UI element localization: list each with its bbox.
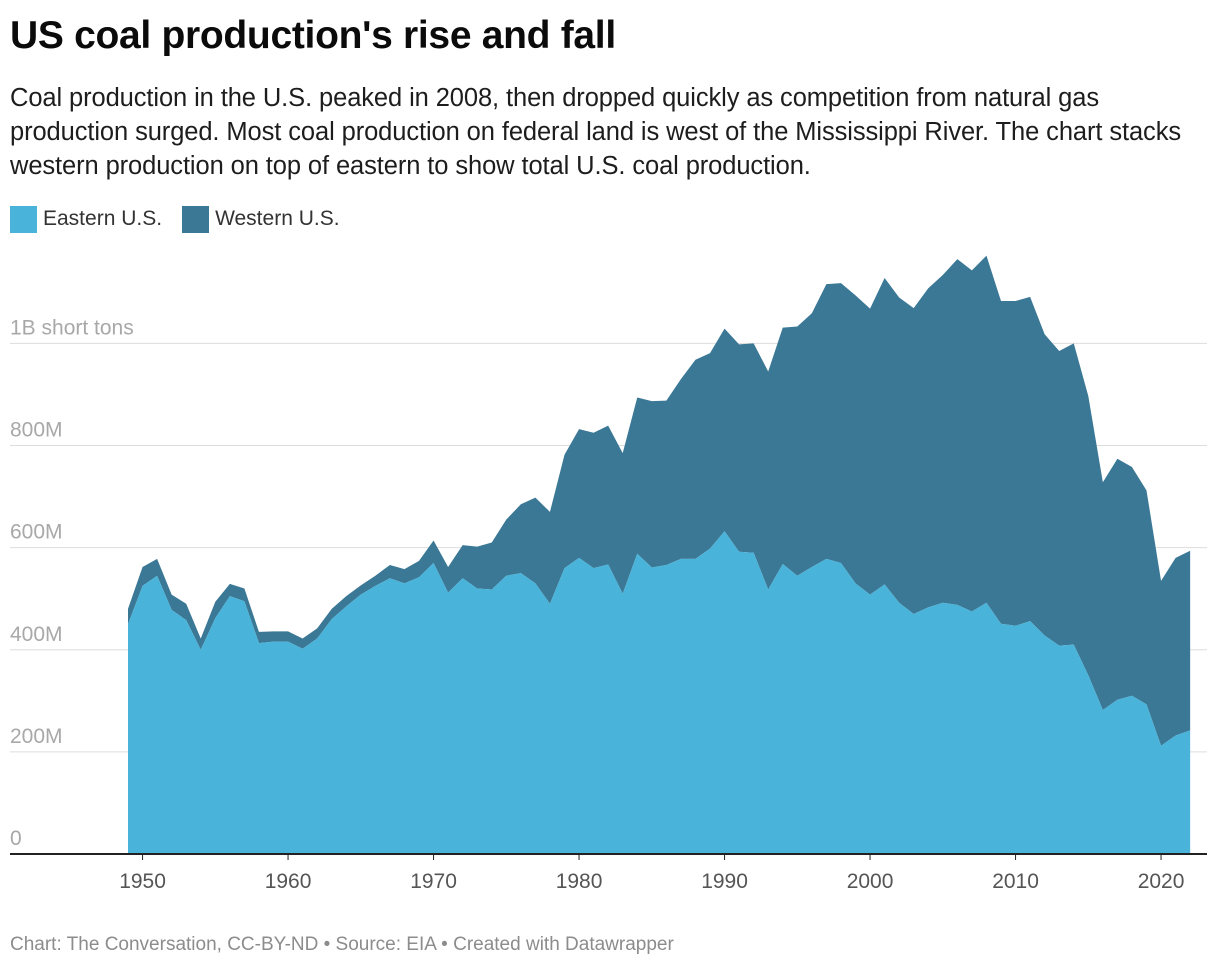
y-tick-label: 0 [10,827,22,850]
y-tick-label: 600M [10,521,63,544]
area-layer [128,255,1191,854]
legend-label-western: Western U.S. [215,207,340,230]
x-tick-label: 1990 [701,870,748,893]
x-axis: 1950 1960 1970 1980 1990 2000 2010 2020 [10,853,1207,893]
chart-title: US coal production's rise and fall [10,14,616,57]
series-area-eastern [128,531,1191,854]
chart-subtitle: Coal production in the U.S. peaked in 20… [10,84,1182,180]
series-area-western [128,255,1191,746]
y-tick-label: 200M [10,725,63,748]
y-tick-label: 400M [10,623,63,646]
y-tick-label: 1B short tons [10,316,134,339]
x-tick-label: 2020 [1138,870,1185,893]
legend-item-eastern: Eastern U.S. [10,205,163,233]
x-tick-label: 2000 [847,870,894,893]
chart-footer: Chart: The Conversation, CC-BY-ND • Sour… [10,934,674,955]
x-tick-label: 2010 [992,870,1039,893]
y-tick-label: 800M [10,419,63,442]
legend: Eastern U.S. Western U.S. [10,203,360,235]
x-tick-label: 1980 [556,870,603,893]
x-tick-label: 1950 [119,870,166,893]
legend-label-eastern: Eastern U.S. [43,207,163,230]
legend-item-western: Western U.S. [182,205,340,233]
x-tick-label: 1960 [265,870,312,893]
legend-swatch-western [182,205,210,233]
x-tick-label: 1970 [410,870,457,893]
legend-swatch-eastern [10,205,37,233]
y-axis-labels: 0 200M 400M 600M 800M 1B short tons [10,316,134,850]
